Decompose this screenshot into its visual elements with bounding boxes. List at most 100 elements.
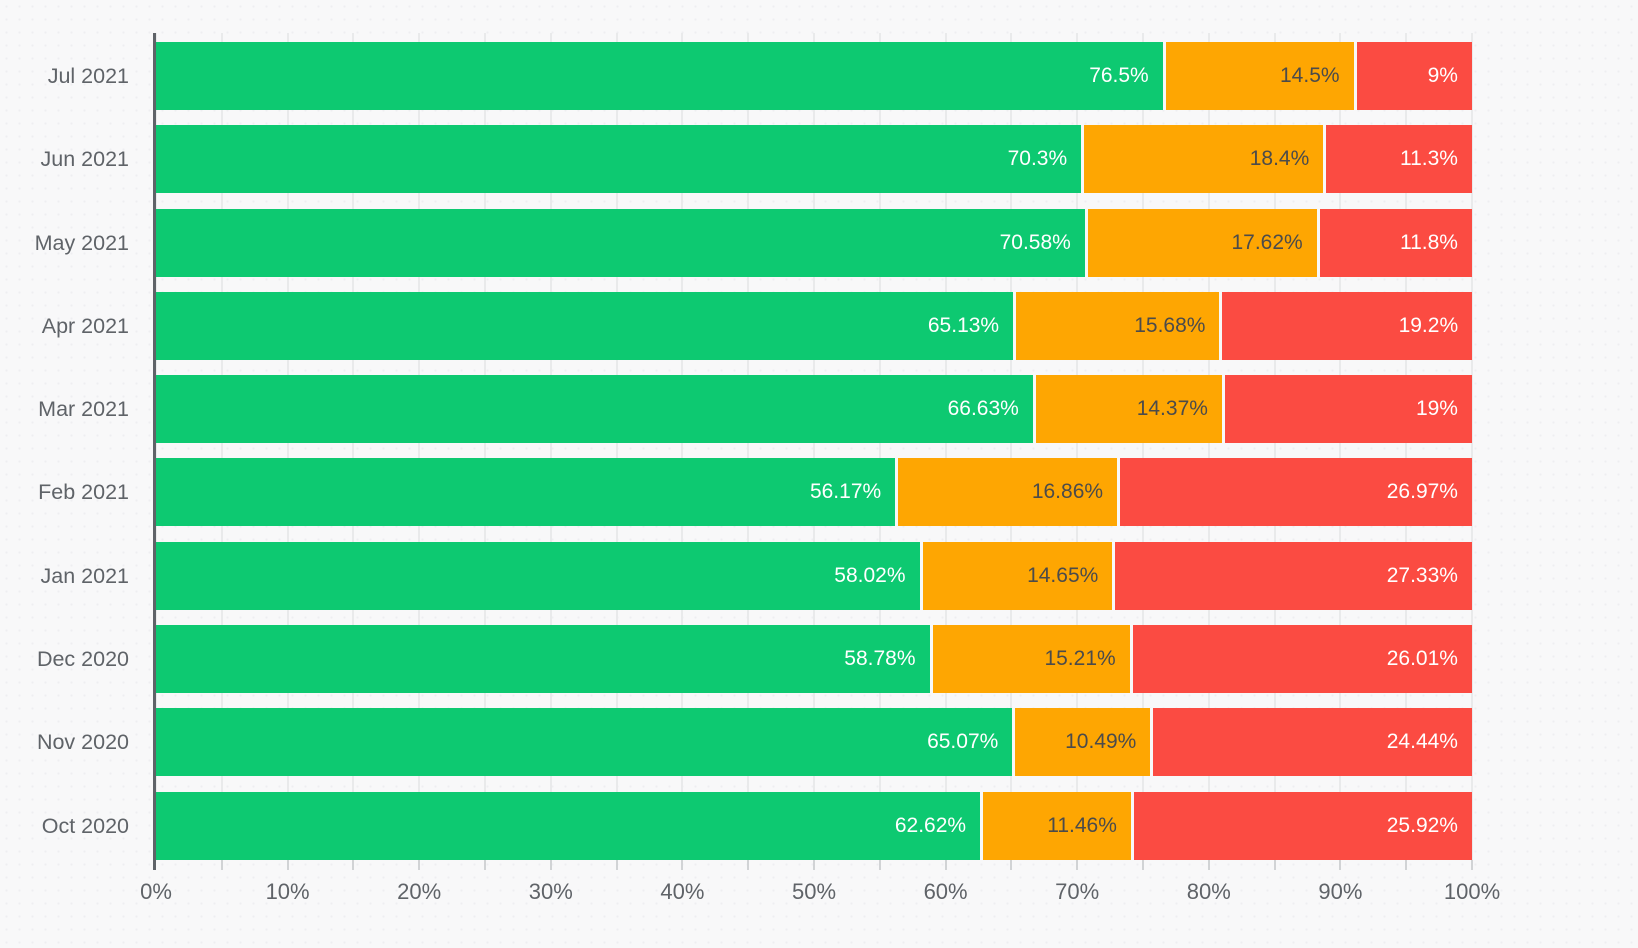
- gridline: [418, 33, 421, 860]
- bar-row: Jan 2021 58.02% 14.65% 27.33%: [41, 541, 1472, 610]
- segment-value-label: 26.97%: [1386, 480, 1458, 504]
- bar-segment-orange[interactable]: 14.5%: [1162, 42, 1354, 110]
- bar-segment-green[interactable]: 76.5%: [156, 42, 1163, 110]
- segment-value-label: 15.21%: [1044, 647, 1116, 671]
- bar-segment-orange[interactable]: 18.4%: [1081, 125, 1324, 194]
- gridline: [155, 33, 157, 860]
- bar-rows: Jul 2021 76.5% 14.5% 9% Jun 2021 70.3% 18.4% 11…: [35, 42, 1473, 860]
- axis-tick: [1273, 860, 1276, 870]
- axis-tick: [878, 860, 881, 870]
- segment-value-label: 65.07%: [927, 730, 999, 754]
- bar-segment-red[interactable]: 11.8%: [1316, 208, 1472, 277]
- stacked-bar: 65.07% 10.49% 24.44%: [156, 708, 1472, 777]
- segment-value-label: 14.37%: [1136, 397, 1208, 421]
- x-axis-label: 100%: [1443, 879, 1501, 904]
- axis-tick: [549, 860, 552, 870]
- category-label: Apr 2021: [41, 313, 129, 338]
- gridline: [747, 33, 750, 860]
- axis-tick: [352, 860, 355, 870]
- x-axis-label: 90%: [1318, 879, 1363, 904]
- bar-segment-red[interactable]: 27.33%: [1112, 541, 1472, 610]
- bar-segment-orange[interactable]: 15.21%: [929, 625, 1130, 694]
- segment-value-label: 66.63%: [947, 397, 1019, 421]
- segment-value-label: 65.13%: [927, 313, 1000, 337]
- axis-tick: [944, 860, 947, 870]
- gridline: [1405, 33, 1408, 860]
- bar-segment-red[interactable]: 24.44%: [1150, 708, 1472, 777]
- bar-segment-red[interactable]: 25.92%: [1130, 791, 1472, 860]
- bar-segment-orange[interactable]: 11.46%: [980, 791, 1131, 860]
- bar-segment-green[interactable]: 58.02%: [156, 541, 920, 610]
- stacked-bar: 62.62% 11.46% 25.92%: [156, 791, 1472, 860]
- stacked-bar: 66.63% 14.37% 19%: [156, 375, 1472, 444]
- axis-tick: [1405, 860, 1408, 870]
- bar-segment-green[interactable]: 65.13%: [156, 291, 1014, 360]
- x-axis-label: 30%: [528, 879, 573, 904]
- x-axis-label: 50%: [791, 879, 837, 904]
- segment-value-label: 70.58%: [999, 230, 1071, 254]
- segment-value-label: 10.49%: [1065, 730, 1137, 754]
- bar-segment-green[interactable]: 62.62%: [156, 791, 981, 860]
- category-label: Mar 2021: [38, 397, 129, 422]
- x-axis-label: 60%: [923, 879, 968, 904]
- axis-tick: [1207, 860, 1210, 870]
- x-axis-label: 20%: [397, 879, 442, 904]
- gridline: [352, 33, 355, 860]
- axis-tick: [220, 860, 223, 870]
- bar-segment-orange[interactable]: 14.37%: [1032, 375, 1222, 444]
- bar-segment-red[interactable]: 19.2%: [1219, 291, 1473, 360]
- bar-row: Oct 2020 62.62% 11.46% 25.92%: [42, 791, 1472, 860]
- gridline: [615, 33, 618, 860]
- stacked-bar: 76.5% 14.5% 9%: [156, 42, 1472, 110]
- segment-value-label: 18.4%: [1249, 147, 1310, 171]
- bar-segment-orange[interactable]: 10.49%: [1012, 708, 1151, 777]
- bar-segment-orange[interactable]: 14.65%: [919, 541, 1113, 610]
- bar-segment-orange[interactable]: 15.68%: [1013, 291, 1220, 360]
- axis-tick: [418, 860, 421, 870]
- gridline: [549, 33, 552, 860]
- gridline: [681, 33, 684, 860]
- x-axis-label: 10%: [265, 879, 310, 904]
- category-label: Dec 2020: [36, 647, 129, 672]
- segment-value-label: 19%: [1415, 397, 1458, 421]
- segment-value-label: 58.02%: [834, 563, 906, 587]
- bar-row: Mar 2021 66.63% 14.37% 19%: [38, 375, 1472, 444]
- bar-segment-green[interactable]: 70.3%: [156, 125, 1082, 194]
- gridline: [1010, 33, 1013, 860]
- segment-value-label: 15.68%: [1134, 313, 1206, 337]
- axis-tick: [1142, 860, 1144, 870]
- bar-segment-red[interactable]: 19%: [1221, 375, 1472, 444]
- stacked-bar: 58.78% 15.21% 26.01%: [156, 625, 1472, 694]
- bar-segment-red[interactable]: 11.3%: [1323, 125, 1472, 194]
- stacked-bar: 58.02% 14.65% 27.33%: [156, 541, 1472, 610]
- bar-segment-green[interactable]: 58.78%: [156, 625, 930, 694]
- x-axis-ticks: [156, 860, 1473, 870]
- bar-segment-green[interactable]: 70.58%: [156, 208, 1085, 277]
- gridline: [1076, 33, 1079, 860]
- axis-tick: [1339, 860, 1342, 870]
- bar-segment-green[interactable]: 66.63%: [156, 375, 1033, 444]
- segment-value-label: 24.44%: [1386, 730, 1458, 754]
- gridline: [286, 33, 289, 860]
- stacked-bar: 56.17% 16.86% 26.97%: [156, 458, 1472, 527]
- axis-tick: [484, 860, 486, 870]
- bar-segment-green[interactable]: 56.17%: [156, 458, 896, 527]
- bar-segment-green[interactable]: 65.07%: [156, 708, 1013, 777]
- gridline: [1273, 33, 1276, 860]
- segment-value-label: 76.5%: [1089, 64, 1149, 87]
- bar-row: Apr 2021 65.13% 15.68% 19.2%: [42, 291, 1473, 360]
- gridline: [1471, 33, 1473, 860]
- gridlines: [155, 33, 1473, 860]
- bar-segment-red[interactable]: 26.97%: [1117, 458, 1472, 527]
- category-label: Jul 2021: [47, 64, 129, 88]
- axis-tick: [286, 860, 289, 870]
- axis-tick: [681, 860, 684, 870]
- bar-segment-red[interactable]: 9%: [1353, 42, 1472, 110]
- bar-segment-red[interactable]: 26.01%: [1129, 625, 1472, 694]
- bar-row: Jun 2021 70.3% 18.4% 11.3%: [41, 125, 1472, 194]
- bar-segment-orange[interactable]: 16.86%: [895, 458, 1118, 527]
- segment-value-label: 11.3%: [1399, 147, 1458, 171]
- bar-segment-orange[interactable]: 17.62%: [1084, 208, 1317, 277]
- stacked-bar: 70.3% 18.4% 11.3%: [156, 125, 1472, 194]
